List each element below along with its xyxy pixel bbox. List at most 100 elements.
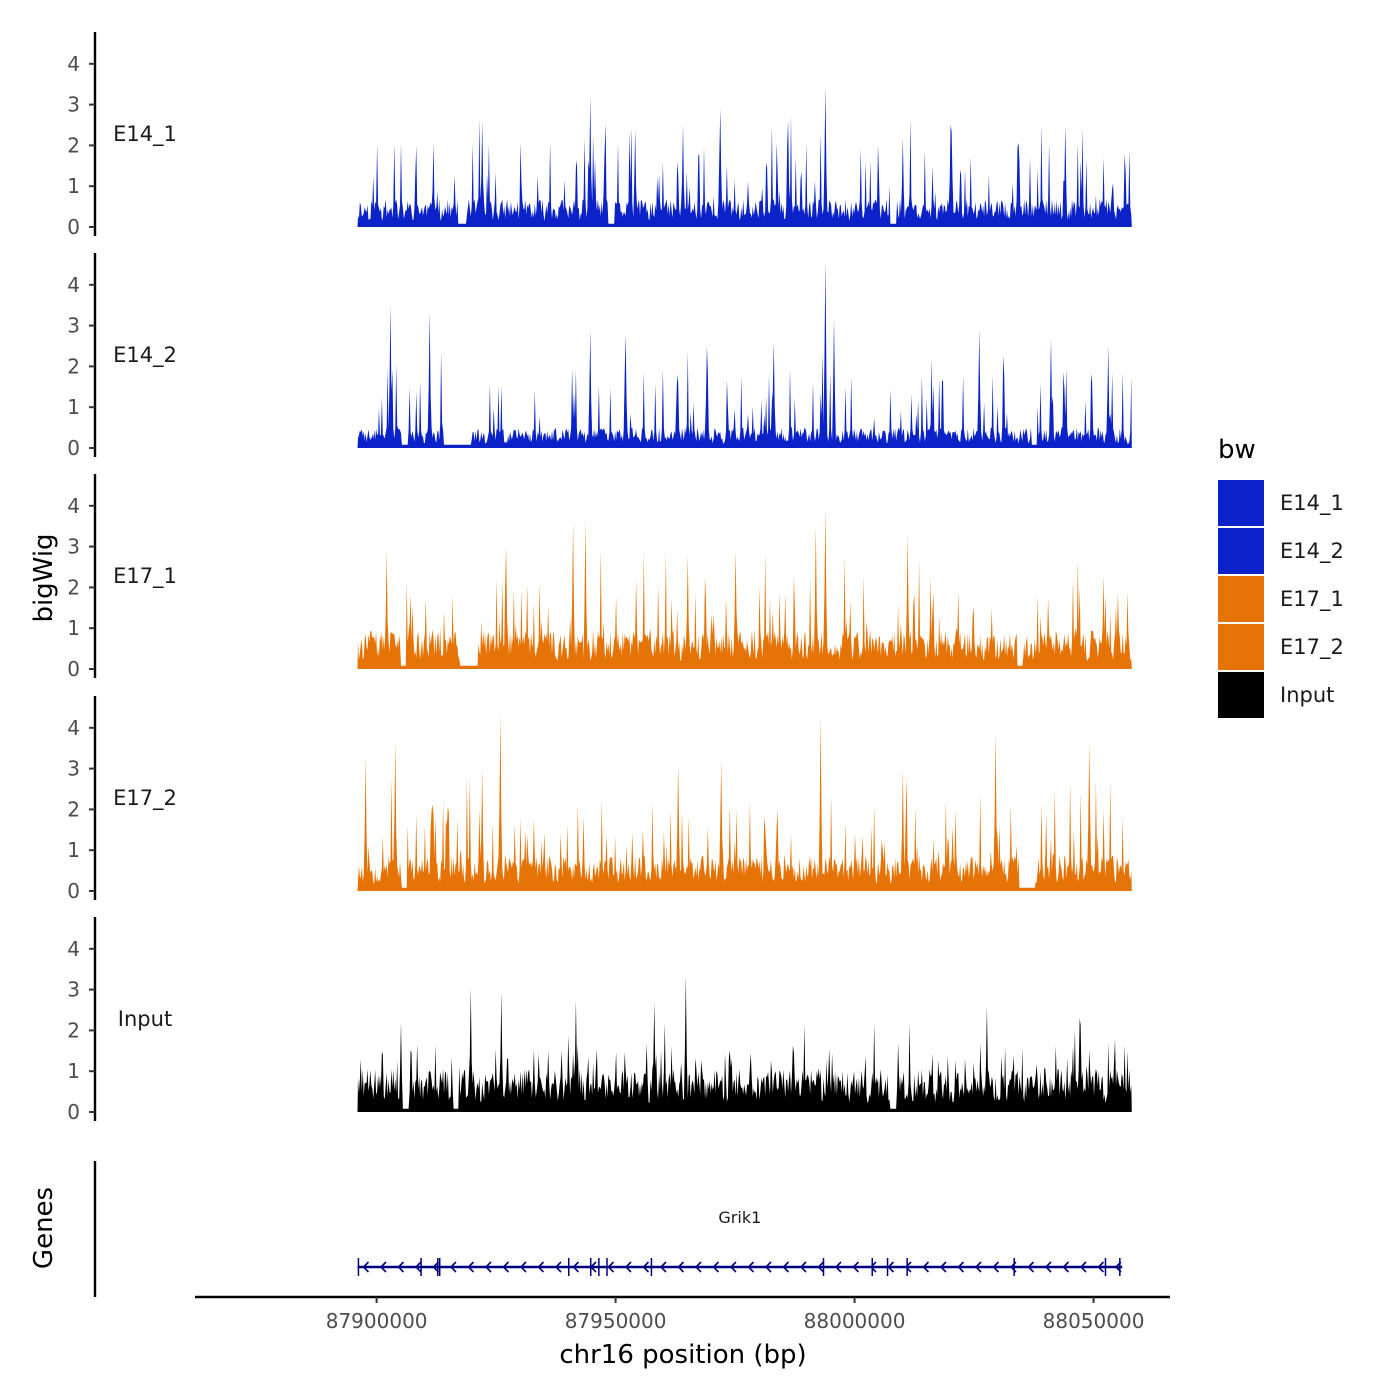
strand-arrow <box>607 1261 615 1273</box>
strand-arrow <box>957 1261 965 1273</box>
track-label: E17_2 <box>113 786 177 811</box>
track-label: E14_1 <box>113 122 177 147</box>
track-label: Input <box>118 1007 172 1031</box>
x-tick-label: 88000000 <box>804 1309 906 1333</box>
x-axis: 87900000 87950000 88000000 88050000 <box>195 1295 1170 1333</box>
y-tick-label: 3 <box>67 93 80 117</box>
gene-Grik1: Grik1 <box>357 1208 1123 1276</box>
y-tick-label: 2 <box>67 133 80 157</box>
strand-arrow <box>1044 1261 1052 1273</box>
strand-arrow <box>782 1261 790 1273</box>
legend-label: E17_1 <box>1280 587 1344 612</box>
track-label: E14_2 <box>113 343 177 368</box>
strand-arrow <box>974 1261 982 1273</box>
strand-arrow <box>922 1261 930 1273</box>
strand-arrow <box>414 1261 422 1273</box>
strand-arrow <box>887 1261 895 1273</box>
y-tick-label: 1 <box>67 838 80 862</box>
y-tick-label: 2 <box>67 1018 80 1042</box>
legend-item-E17_2: E17_2 <box>1218 624 1344 670</box>
legend-item-E14_2: E14_2 <box>1218 528 1344 574</box>
strand-arrow <box>992 1261 1000 1273</box>
strand-arrow <box>502 1261 510 1273</box>
y-tick-label: 0 <box>67 657 80 681</box>
coverage-area <box>357 507 1132 669</box>
strand-arrow <box>1079 1261 1087 1273</box>
strand-arrow <box>572 1261 580 1273</box>
strand-arrow <box>1062 1261 1070 1273</box>
y-tick-label: 4 <box>67 937 80 961</box>
y-axis-title: bigWig <box>29 533 59 622</box>
strand-arrow <box>729 1261 737 1273</box>
strand-arrow <box>939 1261 947 1273</box>
legend-label: E17_2 <box>1280 635 1344 660</box>
strand-arrow <box>467 1261 475 1273</box>
strand-arrow <box>537 1261 545 1273</box>
y-tick-label: 0 <box>67 1100 80 1124</box>
legend-item-Input: Input <box>1218 672 1334 718</box>
strand-arrow <box>869 1261 877 1273</box>
strand-arrow <box>519 1261 527 1273</box>
legend-swatch <box>1218 576 1264 622</box>
strand-arrow <box>694 1261 702 1273</box>
strand-arrow <box>852 1261 860 1273</box>
strand-arrow <box>449 1261 457 1273</box>
y-tick-label: 2 <box>67 797 80 821</box>
strand-arrow <box>904 1261 912 1273</box>
strand-arrow <box>1027 1261 1035 1273</box>
strand-arrow <box>817 1261 825 1273</box>
track-label: E17_1 <box>113 564 177 589</box>
strand-arrow <box>397 1261 405 1273</box>
strand-arrow <box>642 1261 650 1273</box>
x-axis-title: chr16 position (bp) <box>559 1340 806 1370</box>
legend: bw E14_1 E14_2 E17_1 E17_2 Input <box>1218 435 1344 718</box>
genes-axis-title: Genes <box>29 1187 59 1269</box>
y-tick-label: 0 <box>67 879 80 903</box>
legend-title: bw <box>1218 435 1256 465</box>
strand-arrow <box>712 1261 720 1273</box>
legend-label: Input <box>1280 683 1334 707</box>
tracks-group: 0 1 2 3 4 E14_1 0 1 2 3 4 E14_2 0 1 2 3 4 E17_1 0 1 2 3 4 E17_2… <box>67 32 1132 1124</box>
strand-arrow <box>484 1261 492 1273</box>
y-tick-label: 4 <box>67 494 80 518</box>
track-E17_1: 0 1 2 3 4 E17_1 <box>67 474 1132 681</box>
legend-swatch <box>1218 528 1264 574</box>
strand-arrow <box>554 1261 562 1273</box>
coverage-area <box>357 975 1132 1112</box>
x-tick-label: 88050000 <box>1043 1309 1145 1333</box>
track-E17_2: 0 1 2 3 4 E17_2 <box>67 696 1132 903</box>
y-tick-label: 2 <box>67 354 80 378</box>
coverage-area <box>357 260 1132 448</box>
strand-arrow <box>659 1261 667 1273</box>
legend-swatch <box>1218 480 1264 526</box>
y-tick-label: 3 <box>67 314 80 338</box>
y-tick-label: 4 <box>67 273 80 297</box>
gene-track: Grik1 <box>93 1161 1123 1297</box>
strand-arrow <box>764 1261 772 1273</box>
track-E14_1: 0 1 2 3 4 E14_1 <box>67 32 1132 239</box>
strand-arrow <box>677 1261 685 1273</box>
y-tick-label: 1 <box>67 174 80 198</box>
y-tick-label: 0 <box>67 436 80 460</box>
legend-swatch <box>1218 672 1264 718</box>
strand-arrow <box>379 1261 387 1273</box>
y-tick-label: 1 <box>67 395 80 419</box>
strand-arrow <box>432 1261 440 1273</box>
y-tick-label: 4 <box>67 716 80 740</box>
y-tick-label: 3 <box>67 535 80 559</box>
gene-name-label: Grik1 <box>718 1208 761 1227</box>
y-tick-label: 2 <box>67 575 80 599</box>
track-Input: 0 1 2 3 4 Input <box>67 917 1132 1124</box>
strand-arrow <box>1097 1261 1105 1273</box>
legend-label: E14_2 <box>1280 539 1344 564</box>
y-tick-label: 3 <box>67 978 80 1002</box>
coverage-area <box>357 86 1132 227</box>
track-E14_2: 0 1 2 3 4 E14_2 <box>67 253 1132 460</box>
y-tick-label: 1 <box>67 1059 80 1083</box>
legend-item-E14_1: E14_1 <box>1218 480 1344 526</box>
y-tick-label: 3 <box>67 757 80 781</box>
legend-item-E17_1: E17_1 <box>1218 576 1344 622</box>
strand-arrow <box>362 1261 370 1273</box>
strand-arrow <box>747 1261 755 1273</box>
